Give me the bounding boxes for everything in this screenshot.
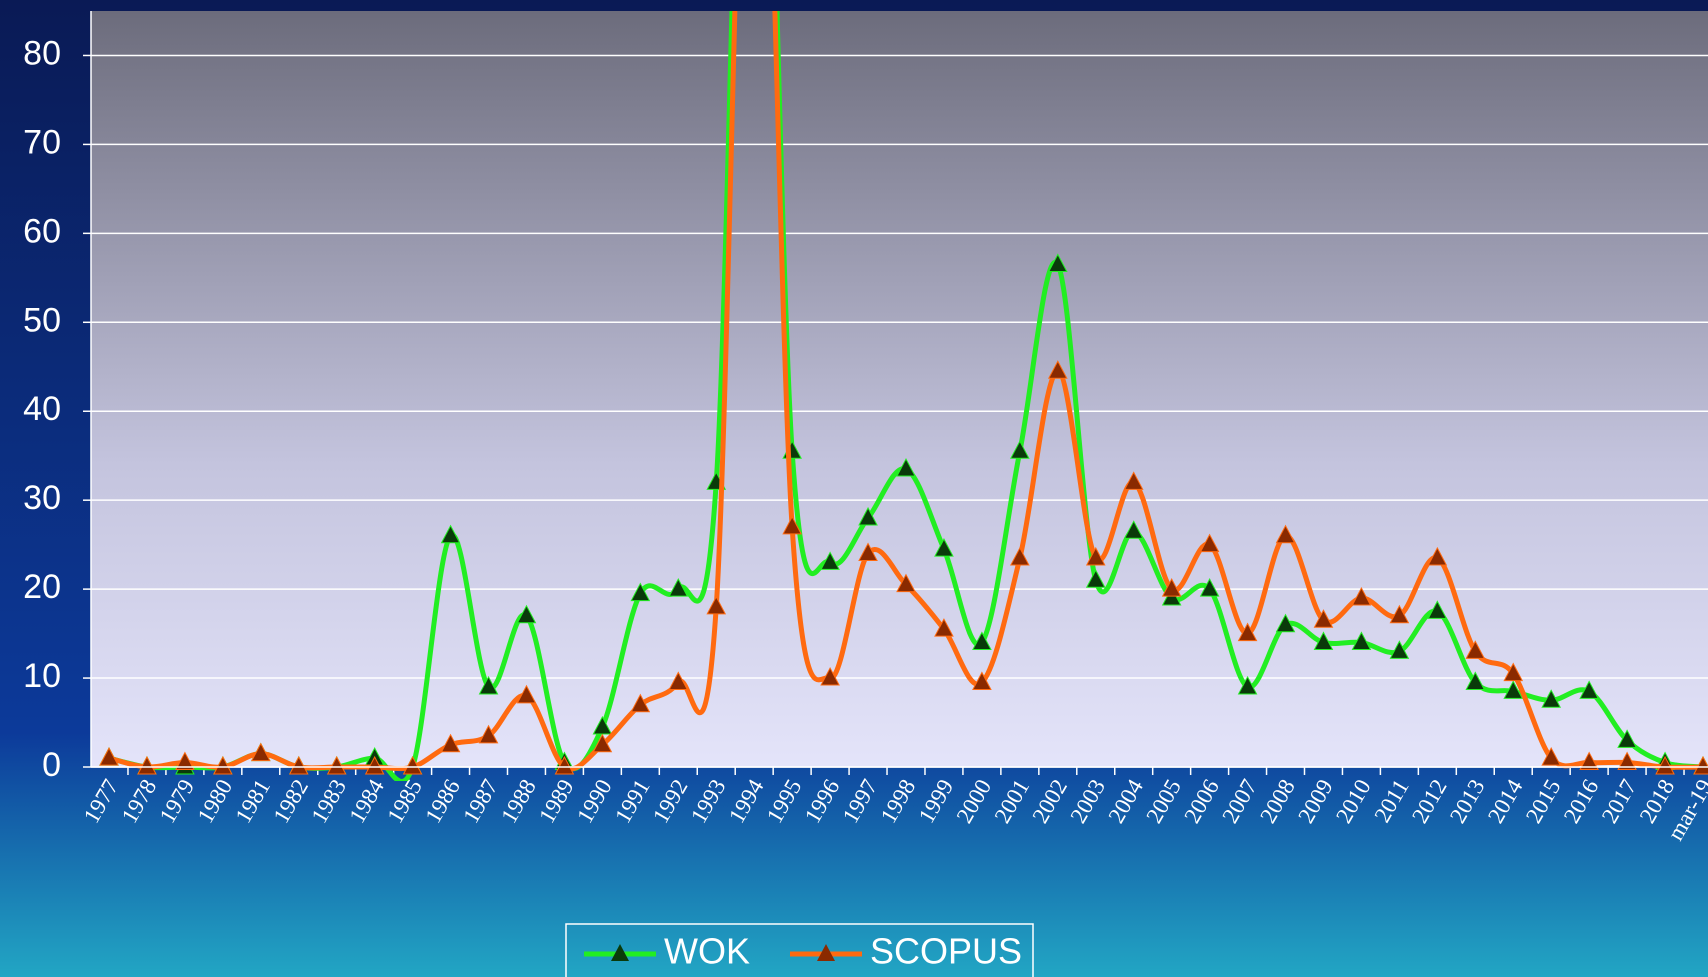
legend-label: SCOPUS <box>870 931 1022 972</box>
marker <box>630 693 651 713</box>
marker <box>1047 360 1068 379</box>
y-tick-label: 0 <box>42 746 61 784</box>
marker <box>478 675 499 695</box>
marker <box>896 457 916 477</box>
marker <box>668 671 689 691</box>
y-tick-label: 70 <box>23 123 61 161</box>
marker <box>1503 680 1524 699</box>
legend: WOK SCOPUS <box>565 923 1034 977</box>
marker <box>1465 671 1486 691</box>
marker <box>1427 546 1448 566</box>
marker <box>175 751 195 771</box>
marker <box>1503 662 1524 682</box>
marker <box>1237 675 1258 695</box>
legend-marker <box>817 944 835 961</box>
marker <box>630 582 651 602</box>
marker <box>1541 747 1562 766</box>
marker <box>1010 440 1030 459</box>
marker <box>1199 578 1220 597</box>
y-tick-label: 40 <box>23 390 61 428</box>
marker <box>668 578 689 597</box>
marker <box>934 538 954 557</box>
marker <box>554 755 575 775</box>
marker <box>478 724 499 744</box>
marker <box>1351 586 1372 606</box>
marker <box>1389 640 1410 659</box>
marker <box>440 733 461 753</box>
marker <box>1351 631 1372 650</box>
marker <box>1085 569 1106 588</box>
marker <box>516 604 537 624</box>
marker <box>1161 578 1182 597</box>
legend-label: WOK <box>664 931 750 972</box>
marker <box>1123 471 1144 490</box>
marker <box>1313 631 1334 650</box>
series-lines <box>99 11 1708 781</box>
marker <box>858 542 878 562</box>
marker <box>1010 546 1030 566</box>
marker <box>440 524 461 544</box>
marker <box>1465 640 1486 659</box>
y-tick-label: 30 <box>23 479 61 517</box>
y-tick-label: 20 <box>23 568 61 606</box>
marker <box>782 515 802 535</box>
marker <box>1237 622 1258 642</box>
marker <box>820 666 840 686</box>
marker <box>1617 729 1637 748</box>
marker <box>1047 253 1068 272</box>
marker <box>213 755 233 775</box>
marker <box>858 506 878 526</box>
marker <box>972 631 992 650</box>
marker <box>1579 680 1599 699</box>
marker <box>1389 604 1410 624</box>
marker <box>402 755 423 775</box>
marker <box>1085 546 1106 566</box>
legend-marker <box>611 944 629 961</box>
y-tick-label: 50 <box>23 301 61 339</box>
y-tick-label: 10 <box>23 657 61 695</box>
marker <box>972 671 992 691</box>
marker <box>1579 751 1599 771</box>
marker <box>250 742 271 762</box>
marker <box>288 755 309 775</box>
y-tick-label: 80 <box>23 34 61 72</box>
marker <box>934 618 954 637</box>
marker <box>1427 600 1448 619</box>
marker <box>137 755 157 775</box>
marker <box>516 684 537 704</box>
legend-box <box>565 923 1034 977</box>
marker <box>820 551 840 570</box>
marker <box>326 755 347 775</box>
marker <box>99 747 119 766</box>
marker <box>1541 689 1562 708</box>
marker <box>1655 755 1675 775</box>
marker <box>592 733 613 753</box>
marker <box>896 573 916 593</box>
marker <box>1199 533 1220 553</box>
marker <box>1275 524 1296 544</box>
marker <box>1123 520 1144 539</box>
plot-area <box>91 11 1708 767</box>
marker <box>706 595 727 615</box>
marker <box>1617 751 1637 771</box>
marker <box>364 755 385 775</box>
y-tick-label: 60 <box>23 212 61 250</box>
marker <box>1275 613 1296 633</box>
marker <box>1313 609 1334 628</box>
